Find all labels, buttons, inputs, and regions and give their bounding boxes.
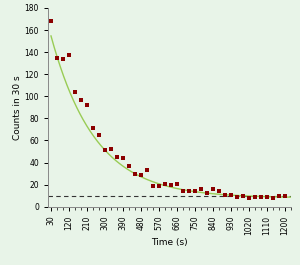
Point xyxy=(199,187,203,191)
Point xyxy=(97,133,101,137)
Point xyxy=(55,55,59,60)
Point xyxy=(205,191,209,196)
Point xyxy=(271,196,275,200)
Point xyxy=(163,181,167,186)
Point xyxy=(115,155,119,159)
Point xyxy=(235,195,239,199)
Point xyxy=(175,181,179,186)
Point xyxy=(253,195,257,199)
Point xyxy=(193,189,197,193)
Point xyxy=(259,195,263,199)
Point xyxy=(61,57,65,61)
Point xyxy=(139,173,143,177)
Point xyxy=(49,19,53,23)
Point xyxy=(223,192,227,197)
Point xyxy=(73,90,77,94)
Point xyxy=(217,189,221,193)
Point xyxy=(277,193,281,198)
Point xyxy=(181,189,185,193)
Point xyxy=(103,148,107,152)
Point xyxy=(157,184,161,188)
Point xyxy=(67,53,71,58)
Point xyxy=(85,103,89,107)
Point xyxy=(121,156,125,160)
Point xyxy=(145,168,149,173)
Point xyxy=(247,196,251,200)
Point xyxy=(229,192,233,197)
Y-axis label: Counts in 30 s: Counts in 30 s xyxy=(13,75,22,140)
Point xyxy=(127,164,131,168)
Point xyxy=(91,126,95,130)
Point xyxy=(283,193,287,198)
Point xyxy=(109,147,113,151)
Point xyxy=(265,195,269,199)
Point xyxy=(211,187,215,191)
Point xyxy=(187,189,191,193)
Point xyxy=(241,193,245,198)
Point xyxy=(133,171,137,176)
X-axis label: Time (s): Time (s) xyxy=(151,238,188,247)
Point xyxy=(169,183,173,187)
Point xyxy=(79,98,83,102)
Point xyxy=(151,184,155,188)
